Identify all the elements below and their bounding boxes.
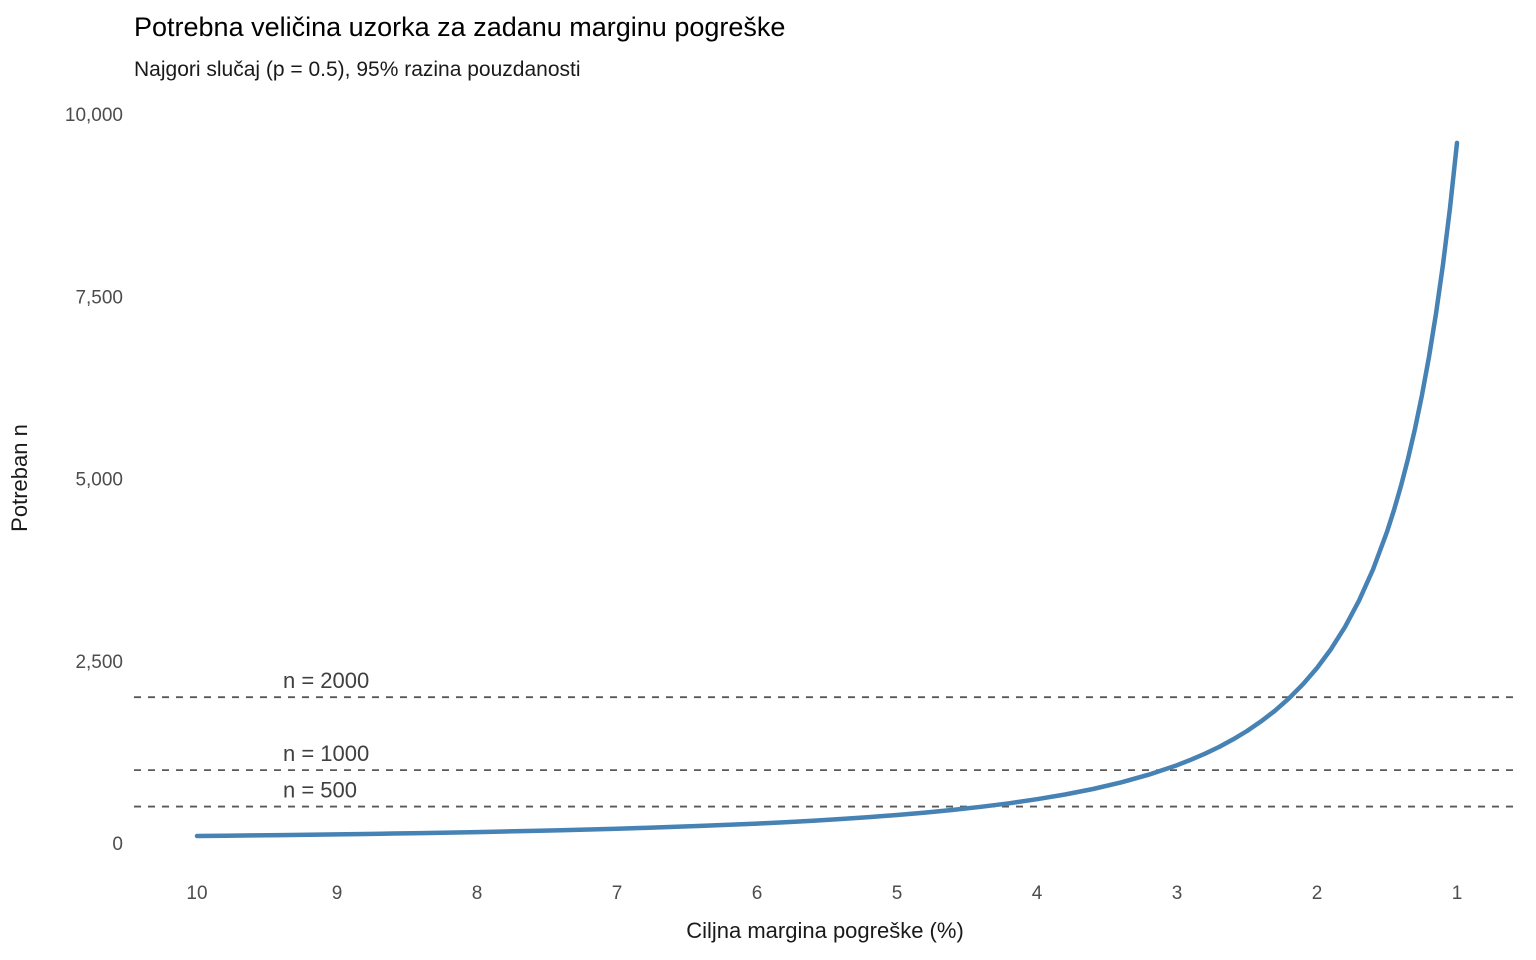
x-tick-label: 8	[472, 883, 483, 904]
reference-line-label: n = 1000	[283, 741, 369, 766]
x-tick-label: 9	[332, 883, 343, 904]
y-tick-label: 5,000	[75, 470, 123, 491]
x-tick-label: 10	[186, 883, 207, 904]
y-axis-title: Potreban n	[7, 424, 32, 532]
x-tick-label: 5	[892, 883, 903, 904]
y-tick-label: 7,500	[75, 287, 123, 308]
y-tick-label: 10,000	[65, 105, 123, 126]
reference-line-label: n = 2000	[283, 668, 369, 693]
x-axis-title: Ciljna margina pogreške (%)	[686, 918, 964, 943]
chart-subtitle: Najgori slučaj (p = 0.5), 95% razina pou…	[134, 58, 581, 81]
x-tick-label: 6	[752, 883, 763, 904]
x-tick-label: 4	[1032, 883, 1043, 904]
sample-size-curve	[194, 140, 1460, 839]
y-tick-label: 0	[112, 834, 123, 855]
x-tick-label: 1	[1452, 883, 1463, 904]
chart-title: Potrebna veličina uzorka za zadanu margi…	[134, 12, 786, 42]
x-tick-label: 7	[612, 883, 623, 904]
reference-line-label: n = 500	[283, 778, 357, 803]
y-tick-label: 2,500	[75, 652, 123, 673]
x-tick-label: 3	[1172, 883, 1183, 904]
x-tick-label: 2	[1312, 883, 1323, 904]
